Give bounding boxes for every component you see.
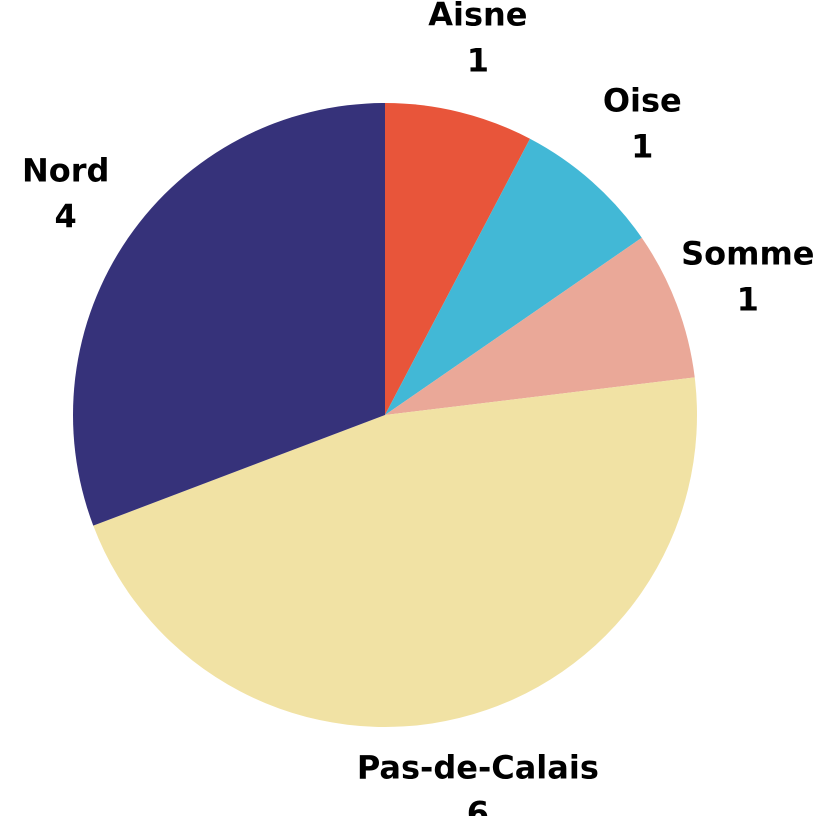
- value-label: 1: [631, 128, 653, 166]
- value-label: 1: [737, 280, 759, 318]
- pie-slice: [385, 103, 530, 415]
- pie-slice: [72, 103, 385, 526]
- pie-slice: [385, 138, 642, 415]
- value-label: 6: [467, 795, 489, 816]
- slice-label: Pas-de-Calais: [357, 749, 599, 787]
- value-label: 4: [55, 198, 77, 236]
- slice-label: Oise: [603, 82, 682, 120]
- slice-label: Somme: [681, 234, 814, 272]
- pie-slice: [93, 377, 698, 727]
- slice-label: Nord: [22, 152, 109, 190]
- value-label: 1: [467, 41, 489, 79]
- slice-label: Aisne: [428, 0, 527, 33]
- pie-slice: [385, 237, 695, 415]
